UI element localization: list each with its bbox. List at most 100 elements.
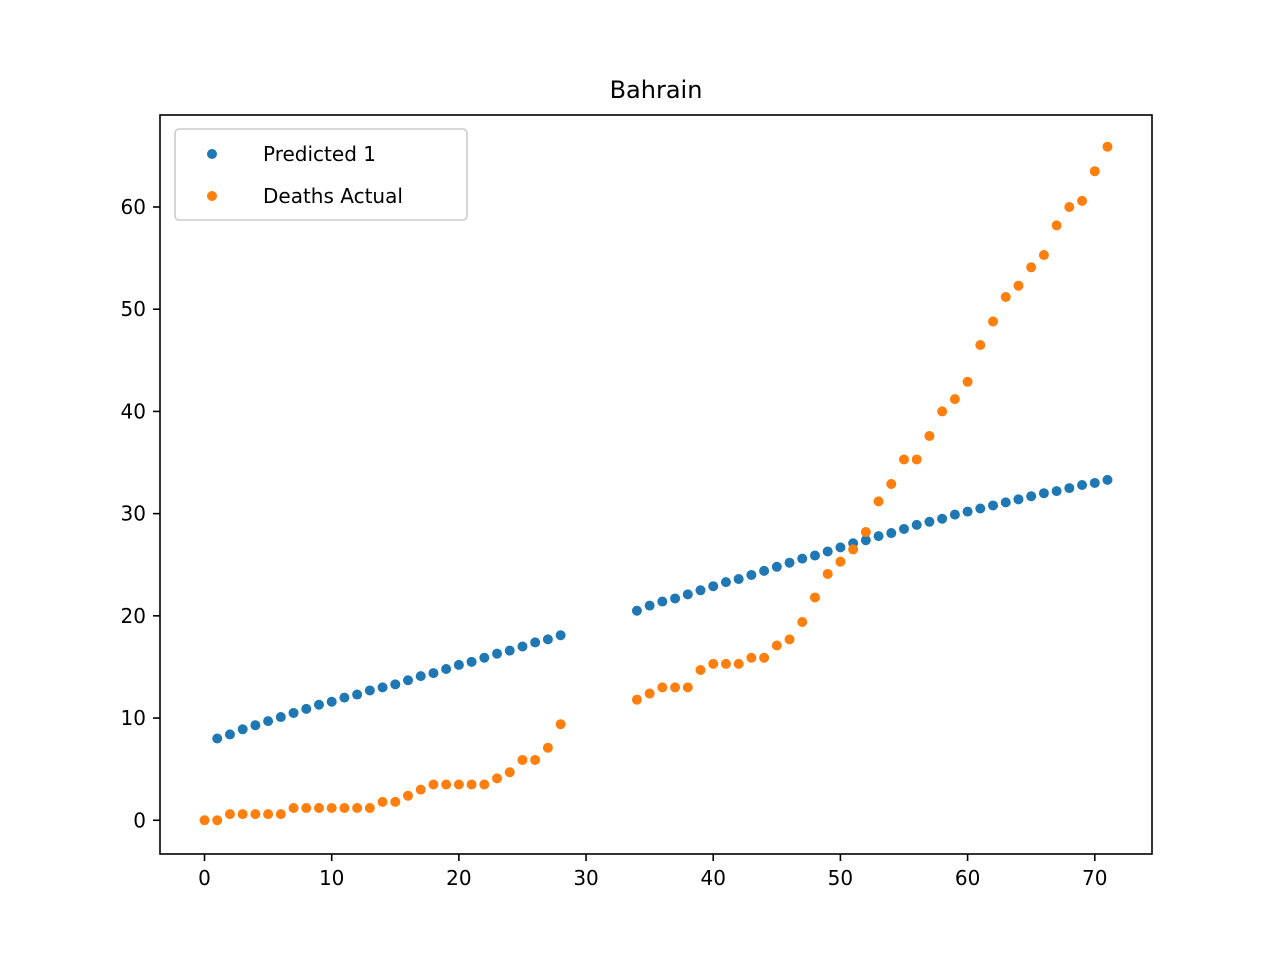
point-series-1 [415,784,426,795]
legend: Predicted 1 Deaths Actual [174,128,468,221]
point-series-0 [886,528,897,539]
point-series-0 [822,546,833,557]
point-series-1 [364,803,375,813]
point-series-1 [848,544,859,555]
point-series-1 [1038,250,1049,261]
point-series-0 [835,542,846,553]
point-series-1 [288,803,299,813]
point-series-1 [1051,220,1062,231]
point-series-1 [390,796,401,807]
point-series-0 [924,516,935,527]
point-series-1 [975,339,986,350]
point-series-0 [899,523,909,534]
point-series-1 [695,665,706,676]
y-tick-label: 10 [121,706,146,730]
point-series-0 [250,720,261,731]
point-series-1 [326,803,337,813]
point-series-1 [835,556,846,567]
point-series-1 [313,803,324,813]
point-series-1 [682,682,693,693]
point-series-1 [771,640,782,651]
point-series-0 [975,503,986,514]
point-series-0 [1000,497,1011,508]
x-tick-label: 60 [955,866,980,890]
point-series-0 [657,596,668,607]
point-series-0 [224,729,235,740]
point-series-0 [860,535,871,546]
point-series-0 [403,675,413,686]
point-series-0 [695,585,706,596]
point-series-0 [670,593,681,604]
point-series-0 [466,656,477,667]
point-series-0 [301,703,312,714]
point-series-0 [949,509,960,520]
point-series-1 [759,652,770,663]
point-series-0 [708,581,719,592]
point-series-0 [377,682,388,693]
point-series-1 [250,809,261,820]
point-series-1 [631,694,642,705]
point-series-0 [237,724,248,735]
point-series-0 [1089,477,1100,488]
point-series-0 [326,696,337,707]
point-series-0 [911,519,922,530]
point-series-0 [555,630,566,641]
point-series-1 [1077,195,1088,206]
point-series-0 [275,712,286,723]
x-tick-label: 30 [573,866,598,890]
point-series-1 [822,568,833,579]
point-series-0 [212,733,223,744]
y-tick-label: 40 [121,399,146,423]
point-series-1 [962,376,973,387]
x-tick-label: 70 [1082,866,1107,890]
point-series-0 [784,557,795,568]
point-series-1 [670,682,681,693]
y-tick-label: 0 [133,808,146,832]
point-series-1 [504,767,515,778]
point-series-1 [899,454,909,465]
point-series-1 [517,754,528,765]
point-series-1 [453,779,464,790]
point-series-0 [453,659,464,670]
point-series-1 [784,634,795,645]
point-series-1 [797,616,808,627]
point-series-0 [1102,474,1113,485]
point-series-0 [631,605,642,616]
point-series-1 [377,796,388,807]
point-series-0 [759,565,770,576]
point-series-0 [733,574,744,585]
point-series-1 [212,815,223,826]
point-series-1 [720,658,731,669]
point-series-1 [1013,280,1024,291]
point-series-1 [352,803,363,813]
point-series-1 [1026,262,1037,273]
point-series-1 [924,430,935,441]
legend-marker-1 [207,191,217,201]
point-series-0 [415,671,426,682]
point-series-0 [809,550,820,561]
point-series-1 [428,779,439,790]
point-series-0 [988,500,999,511]
point-series-1 [733,658,744,669]
data-points [199,141,1113,826]
y-tick-label: 30 [121,502,146,526]
legend-label-1: Deaths Actual [263,184,403,208]
point-series-1 [873,496,884,507]
point-series-0 [263,716,274,727]
point-series-0 [313,699,324,710]
point-series-1 [263,809,274,820]
point-series-1 [937,406,948,417]
axes: 0 10 20 30 40 50 60 70 0 10 20 30 40 50 60 [121,114,1153,890]
y-tick-label: 50 [121,297,146,321]
point-series-1 [339,803,350,813]
point-series-0 [797,553,808,564]
point-series-1 [1000,291,1011,302]
plot-frame [159,114,1153,855]
legend-marker-0 [207,149,217,159]
x-tick-label: 20 [446,866,471,890]
point-series-1 [886,478,897,489]
point-series-1 [949,394,960,405]
point-series-1 [1102,141,1113,152]
point-series-0 [962,506,973,517]
